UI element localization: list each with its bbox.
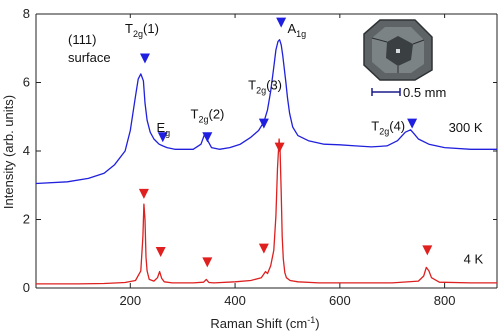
series-line-300K (35, 39, 497, 185)
peak-marker-4K (155, 247, 166, 258)
series-layer: 300 K 4 K (35, 39, 497, 285)
peak-label-sub: 2g (256, 85, 266, 95)
crystal-edge-2 (412, 39, 425, 45)
axis-ticks: 200 400 600 800 0 2 4 6 8 (23, 6, 497, 308)
series-line-4K (36, 138, 497, 285)
x-axis-label: Raman Shift (cm-1) (210, 315, 319, 331)
y-tick-label: 8 (23, 6, 30, 21)
peak-label-base: T (125, 21, 133, 36)
peak-label-tail: (2) (209, 106, 225, 121)
crystal-photo-inset (362, 18, 434, 82)
peak-label-sub: 2g (379, 126, 389, 136)
peak-label-tail: (3) (266, 77, 282, 92)
crystal-spot (396, 49, 400, 53)
peak-label: T2g(4) (371, 118, 405, 136)
x-axis-label-main: Raman Shift (cm (210, 316, 307, 331)
y-tick-label: 0 (23, 280, 30, 295)
peak-label-sub: 1g (296, 29, 306, 39)
peak-marker-300K (157, 132, 168, 143)
peak-label-base: T (371, 118, 379, 133)
x-tick-label: 400 (224, 293, 246, 308)
y-tick-label: 6 (23, 75, 30, 90)
peak-marker-4K (138, 188, 149, 199)
peak-label-tail: (4) (389, 118, 405, 133)
y-tick-label: 2 (23, 212, 30, 227)
x-axis-label-sup: -1 (307, 315, 315, 325)
x-tick-label: 200 (119, 293, 141, 308)
peak-label: T2g(2) (191, 106, 225, 124)
peak-marker-300K (276, 17, 287, 28)
scale-bar-label: 0.5 mm (403, 85, 446, 100)
peak-label-sub: 2g (198, 114, 208, 124)
peak-label-base: E (156, 120, 165, 135)
peak-label: T2g(1) (125, 21, 159, 39)
peak-label-sub: g (165, 128, 170, 138)
x-tick-label: 800 (434, 293, 456, 308)
peak-markers (138, 17, 433, 268)
peak-label-base: T (191, 106, 199, 121)
peak-label: T2g(3) (248, 77, 282, 95)
peak-marker-300K (258, 118, 269, 129)
peak-marker-4K (274, 142, 285, 153)
peak-marker-4K (258, 243, 269, 254)
peak-marker-4K (202, 257, 213, 268)
peak-marker-300K (139, 53, 150, 64)
peak-label: Eg (156, 120, 170, 138)
peak-marker-300K (407, 118, 418, 129)
x-tick-label: 600 (329, 293, 351, 308)
surface-label-line1: (111) (68, 32, 96, 47)
crystal-edge-1 (371, 37, 388, 43)
y-tick-label: 4 (23, 143, 30, 158)
peak-marker-300K (202, 132, 213, 143)
peak-label: A1g (287, 21, 306, 39)
scale-bar: 0.5 mm (371, 85, 446, 100)
y-axis-label: Intensity (arb. units) (1, 95, 16, 209)
peak-label-sub: 2g (133, 29, 143, 39)
surface-label-line2: surface (68, 50, 111, 65)
peak-label-tail: (1) (143, 21, 159, 36)
peak-label-base: A (287, 21, 296, 36)
temperature-label: 300 K (449, 120, 483, 135)
temperature-label: 4 K (464, 251, 484, 266)
x-axis-label-close: ) (315, 316, 319, 331)
peak-label-base: T (248, 77, 256, 92)
peak-marker-4K (422, 245, 433, 256)
